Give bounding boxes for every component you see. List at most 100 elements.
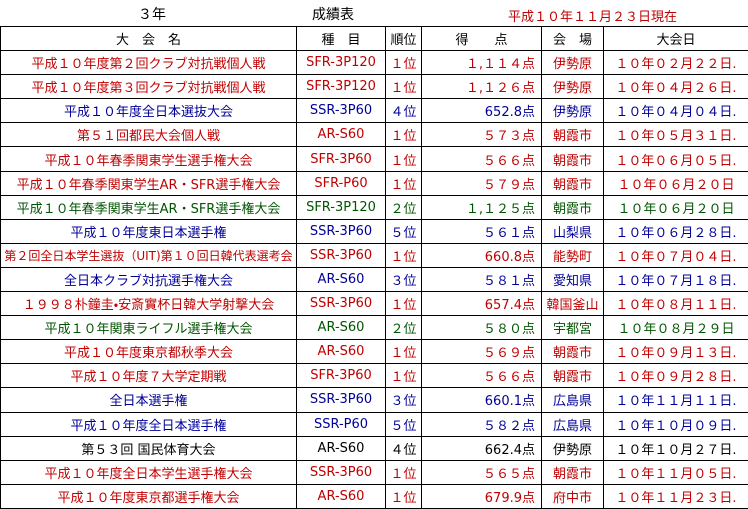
score: ５６５点 <box>421 459 542 485</box>
event-name: 平成１０年度東日本選手権 <box>0 218 297 244</box>
score: 662.4点 <box>421 435 542 461</box>
date: １０年０２月２２日. <box>603 50 748 76</box>
event-name: 平成１０年度第３回クラブ対抗戦個人戦 <box>0 74 297 100</box>
venue: 朝霞市 <box>541 459 604 485</box>
date: １０年０６月２０日 <box>603 170 748 196</box>
event-name: 平成１０年春季関東学生AR・SFR選手権大会 <box>0 194 297 220</box>
score: ５６１点 <box>421 218 542 244</box>
header-row: 大 会 名種 目順位得 点会 場大会日 <box>0 25 748 52</box>
date: １０年０５月３１日. <box>603 122 748 148</box>
result-row: 平成１０年度全日本学生選手権大会 SSR-3P60 １位 ５６５点 朝霞市 １０年１１月０… <box>0 459 748 485</box>
score: ５８２点 <box>421 411 542 437</box>
result-row: 第５３回 国民体育大会 AR-S60 ４位 662.4点 伊勢原 １０年１０月２７日. <box>0 435 748 461</box>
rank: １位 <box>385 50 422 76</box>
results-table: 大 会 名種 目順位得 点会 場大会日 平成１０年度第２回クラブ対抗戦個人戦 SF… <box>0 25 748 509</box>
discipline: SSR-3P60 <box>296 98 386 124</box>
discipline: SSR-P60 <box>296 411 386 437</box>
score: 652.8点 <box>421 98 542 124</box>
date: １０年０７月１８日. <box>603 266 748 293</box>
result-row: 全日本選手権 SSR-3P60 ３位 660.1点 広島県 １０年１１月１１日. <box>0 387 748 413</box>
event-name: 平成１０年春季関東学生AR・SFR選手権大会 <box>0 170 297 196</box>
discipline: AR-S60 <box>296 315 386 341</box>
venue: 伊勢原 <box>541 98 604 124</box>
column-header: 大 会 名 <box>0 25 297 52</box>
event-name: 平成１０年春季関東学生選手権大会 <box>0 146 297 172</box>
venue: 山梨県 <box>541 218 604 244</box>
result-row: 平成１０年春季関東学生AR・SFR選手権大会 SFR-3P120 ２位 １,１２５点朝… <box>0 194 748 220</box>
date: １０年０７月０４日. <box>603 242 748 268</box>
rank: １位 <box>385 459 422 485</box>
date: １０年１０月２７日. <box>603 435 748 461</box>
result-row: 平成１０年春季関東学生AR・SFR選手権大会 SFR-P60 １位 ５７９点 朝霞市 １０… <box>0 170 748 196</box>
rank: ３位 <box>385 387 422 413</box>
date: １０年０８月１１日. <box>603 291 748 317</box>
venue: 宇都宮 <box>541 315 604 341</box>
result-row: 全日本クラブ対抗選手権大会 AR-S60 ３位 ５８１点 愛知県 １０年０７月１８日. <box>0 266 748 293</box>
venue: 朝霞市 <box>541 170 604 196</box>
discipline: SFR-P60 <box>296 170 386 196</box>
result-row: 平成１０年度第３回クラブ対抗戦個人戦 SFR-3P120 １位 １,１２６点 伊勢原 １０… <box>0 74 748 100</box>
rank: １位 <box>385 242 422 268</box>
event-name: 平成１０年度第２回クラブ対抗戦個人戦 <box>0 50 297 76</box>
result-row: 平成１０年度東日本選手権 SSR-3P60 ５位 ５６１点 山梨県 １０年０６月２８日. <box>0 218 748 244</box>
rank: ２位 <box>385 315 422 341</box>
column-header: 得 点 <box>421 25 542 52</box>
result-row: 平成１０年度第２回クラブ対抗戦個人戦 SFR-3P120 １位 １,１１４点 伊勢原 １０… <box>0 50 748 76</box>
date: １０年１１月２３日. <box>603 483 748 509</box>
event-name: 第５１回都民大会個人戦 <box>0 122 297 148</box>
rank: １位 <box>385 483 422 509</box>
event-name: １９９８朴鐘圭・安斎實杯日韓大学射撃大会 <box>0 291 297 317</box>
rank: １位 <box>385 146 422 172</box>
date: １０年０６月２８日. <box>603 218 748 244</box>
score: 657.4点 <box>421 291 542 317</box>
date: １０年１１月０５日. <box>603 459 748 485</box>
venue: 朝霞市 <box>541 363 604 389</box>
discipline: AR-S60 <box>296 435 386 461</box>
column-header: 種 目 <box>296 25 386 52</box>
score: １,１１４点 <box>421 50 542 76</box>
score: ５６６点 <box>421 146 542 172</box>
discipline: SSR-3P60 <box>296 242 386 268</box>
rank: ５位 <box>385 411 422 437</box>
result-row: 第５１回都民大会個人戦 AR-S60 １位 ５７３点 朝霞市 １０年０５月３１日. <box>0 122 748 148</box>
event-name: 平成１０年度全日本学生選手権大会 <box>0 459 297 485</box>
rank: １位 <box>385 74 422 100</box>
rank: ５位 <box>385 218 422 244</box>
discipline: SFR-3P60 <box>296 146 386 172</box>
venue: 伊勢原 <box>541 435 604 461</box>
venue: 朝霞市 <box>541 339 604 365</box>
score: ５６９点 <box>421 339 542 365</box>
venue: 朝霞市 <box>541 194 604 220</box>
score: ５７９点 <box>421 170 542 196</box>
date: １０年０９月１３日. <box>603 339 748 365</box>
result-row: 平成１０年度７大学定期戦 SFR-3P60 １位 ５６６点 朝霞市 １０年０９月２８日. <box>0 363 748 389</box>
date: １０年０９月２８日. <box>603 363 748 389</box>
result-row: 平成１０年関東ライフル選手権大会 AR-S60 ２位 ５８０点 宇都宮 １０年０８月２９日 <box>0 315 748 341</box>
event-name: 平成１０年度７大学定期戦 <box>0 363 297 389</box>
score: ５８１点 <box>421 266 542 293</box>
event-name: 平成１０年度東京都秋季大会 <box>0 339 297 365</box>
venue: 広島県 <box>541 387 604 413</box>
venue: 韓国釜山 <box>541 291 604 317</box>
venue: 府中市 <box>541 483 604 509</box>
date: 平成１０年１１月２３日現在 <box>508 10 678 25</box>
discipline: SSR-3P60 <box>296 459 386 485</box>
discipline: SSR-3P60 <box>296 291 386 317</box>
event-name: 全日本選手権 <box>0 387 297 413</box>
result-row: 平成１０年度東京都選手権大会 AR-S60 １位 679.9点 府中市 １０年１１月２３日… <box>0 483 748 509</box>
event-name: 平成１０年度全日本選抜大会 <box>0 98 297 124</box>
result-row: 第２回全日本学生選抜（UIT)第１０回日韓代表選考会 SSR-3P60 １位 660.… <box>0 242 748 268</box>
discipline: SFR-3P120 <box>296 50 386 76</box>
rank: １位 <box>385 122 422 148</box>
discipline: AR-S60 <box>296 122 386 148</box>
score: 660.1点 <box>421 387 542 413</box>
rank: ２位 <box>385 194 422 220</box>
score: 679.9点 <box>421 483 542 509</box>
score: １,１２５点 <box>421 194 542 220</box>
venue: 広島県 <box>541 411 604 437</box>
event-name: 全日本クラブ対抗選手権大会 <box>0 266 297 293</box>
venue: 伊勢原 <box>541 74 604 100</box>
discipline: SSR-3P60 <box>296 218 386 244</box>
event-name: 平成１０年関東ライフル選手権大会 <box>0 315 297 341</box>
column-header: 会 場 <box>541 25 604 52</box>
